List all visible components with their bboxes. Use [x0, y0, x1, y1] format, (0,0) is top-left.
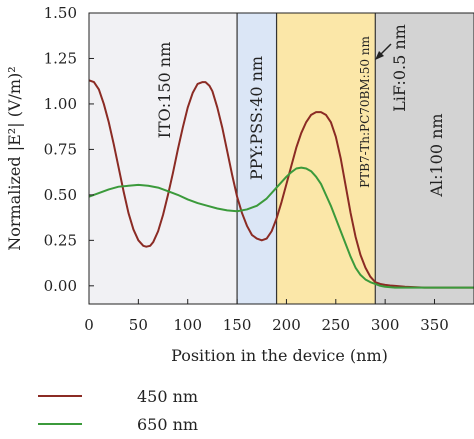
x-axis-title: Position in the device (nm) — [171, 346, 388, 365]
x-tick-label: 250 — [321, 316, 350, 334]
layer-label-ito: ITO:150 nm — [155, 42, 174, 139]
layer-band-al-100-nm — [375, 13, 474, 304]
legend-label-450-nm: 450 nm — [137, 387, 198, 406]
y-tick-label: 0.25 — [44, 231, 77, 249]
device-layers — [89, 13, 474, 304]
y-tick-label: 0.75 — [44, 140, 77, 158]
layer-label-al: Al:100 nm — [427, 113, 446, 197]
x-tick-label: 150 — [223, 316, 252, 334]
layer-band-ppy-pss-40-nm — [237, 13, 277, 304]
x-tick-label: 200 — [272, 316, 301, 334]
y-tick-label: 0.00 — [44, 277, 77, 295]
layer-band-ito-150-nm — [89, 13, 238, 304]
layer-label-lif: LiF:0.5 nm — [390, 24, 409, 112]
layer-label-ppy-pss: PPY:PSS:40 nm — [247, 56, 266, 180]
legend: 450 nm 650 nm — [38, 387, 198, 434]
plot-frame — [88, 12, 474, 305]
layer-label-active: PTB7-Th:PC70BM:50 nm — [358, 35, 372, 187]
y-tick-label: 1.00 — [44, 95, 77, 113]
y-tick-label: 1.25 — [44, 49, 77, 67]
series-line-650-nm — [88, 166, 474, 289]
y-tick-label: 1.50 — [44, 4, 77, 22]
y-tick-label: 0.50 — [44, 186, 77, 204]
lif-arrow-line — [379, 43, 392, 56]
x-tick-label: 350 — [420, 316, 449, 334]
x-tick-label: 50 — [129, 316, 148, 334]
series-line-450-nm — [88, 79, 474, 289]
axes: 0 50 100 150 200 250 300 350 0.00 0.25 0.50 0.75 1.0… — [5, 4, 474, 365]
layer-labels: ITO:150 nm PPY:PSS:40 nm PTB7-Th:PC70BM:50… — [155, 24, 446, 197]
legend-label-650-nm: 650 nm — [137, 415, 198, 434]
x-tick-label: 0 — [84, 316, 94, 334]
series-group — [88, 79, 474, 289]
y-axis-title: Normalized |E²| (V/m)² — [5, 66, 24, 250]
x-tick-label: 300 — [371, 316, 400, 334]
x-tick-label: 100 — [173, 316, 202, 334]
lif-arrow-head — [375, 51, 384, 60]
